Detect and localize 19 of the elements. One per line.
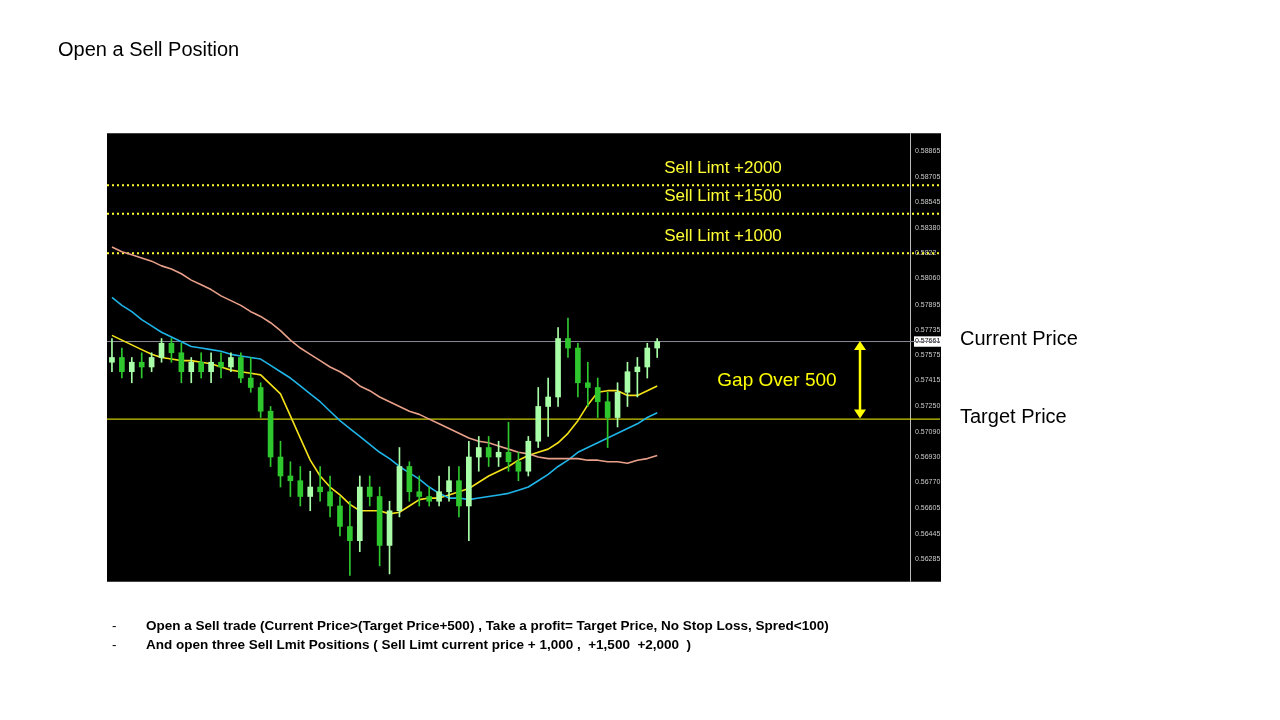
candlestick <box>416 475 423 507</box>
chart-title: Open a Sell Position <box>58 38 240 61</box>
candlestick <box>218 352 224 379</box>
ref-line-label: Sell Limt +2000 <box>664 157 782 177</box>
annotation: Gap Over 500 <box>717 368 837 390</box>
candlestick <box>307 470 314 511</box>
candlestick <box>584 361 591 407</box>
ref-line-label: Target Price <box>960 404 1067 427</box>
candlestick <box>317 465 323 502</box>
candlestick <box>565 317 571 358</box>
ref-line-label: Current Price <box>960 326 1078 349</box>
candlestick <box>347 500 353 576</box>
candlestick <box>545 377 551 437</box>
text: - And open three Sell Lmit Positions ( Sell Limt current price + 1,000 , +1,500 +2,000 ) <box>112 637 692 652</box>
ref-line-label: Sell Limt +1000 <box>664 225 782 245</box>
ref-line-label: Sell Limt +1500 <box>664 186 782 206</box>
text: - Open a Sell trade (Current Price>(Target Price+500) , Take a profit= Target Price, No Stop Loss, Spred<100) <box>112 618 829 633</box>
candlestick <box>138 352 145 379</box>
candlestick <box>109 338 115 372</box>
